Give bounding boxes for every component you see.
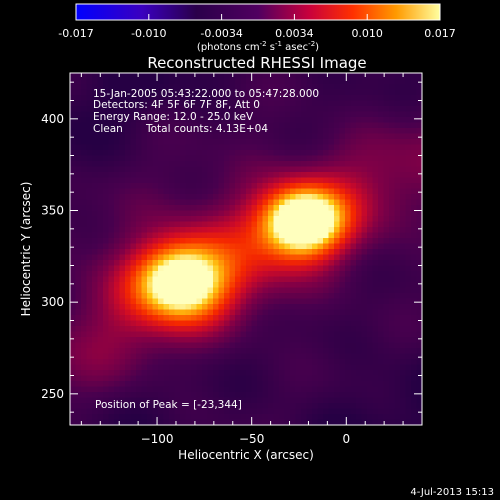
colorbar-tick-label: -0.017	[58, 27, 93, 40]
annotation-energy-range: Energy Range: 12.0 - 25.0 keV	[93, 111, 254, 123]
colorbar-frame	[75, 3, 441, 21]
x-tick-label: −50	[239, 432, 264, 446]
y-tick-label: 250	[41, 387, 64, 401]
plot-area	[69, 72, 423, 426]
plot-frame	[69, 72, 423, 426]
colorbar-tick-label: -0.0034	[200, 27, 242, 40]
colorbar-tick-label: -0.010	[131, 27, 166, 40]
colorbar: -0.017 -0.010 -0.0034 0.0034 0.010 0.017…	[58, 3, 456, 53]
annotation-time-range: 15-Jan-2005 05:43:22.000 to 05:47:28.000	[93, 88, 319, 100]
colorbar-tick-label: 0.017	[424, 27, 456, 40]
y-tick-label: 350	[41, 204, 64, 218]
annotation-detectors: Detectors: 4F 5F 6F 7F 8F, Att 0	[93, 99, 260, 111]
x-tick-label: −100	[141, 432, 174, 446]
y-axis-label: Heliocentric Y (arcsec)	[19, 182, 33, 317]
chart-title: Reconstructed RHESSI Image	[147, 54, 366, 72]
footer-date: 4-Jul-2013 15:13	[410, 487, 494, 498]
annotations: 15-Jan-2005 05:43:22.000 to 05:47:28.000…	[93, 88, 319, 411]
x-tick-label: 0	[342, 432, 350, 446]
colorbar-units: (photons cm-2 s-1 asec-2)	[197, 40, 319, 53]
y-tick-label: 300	[41, 295, 64, 309]
x-axis-label: Heliocentric X (arcsec)	[178, 448, 314, 462]
y-tick-label: 400	[41, 112, 64, 126]
colorbar-tick-label: 0.010	[351, 27, 383, 40]
annotation-peak-position: Position of Peak = [-23,344]	[95, 399, 242, 411]
heatmap-image	[70, 73, 422, 425]
colorbar-gradient	[76, 4, 440, 20]
annotation-total-counts: Total counts: 4.13E+04	[145, 123, 268, 135]
colorbar-tick-label: 0.0034	[275, 27, 314, 40]
annotation-method: Clean	[93, 123, 123, 135]
